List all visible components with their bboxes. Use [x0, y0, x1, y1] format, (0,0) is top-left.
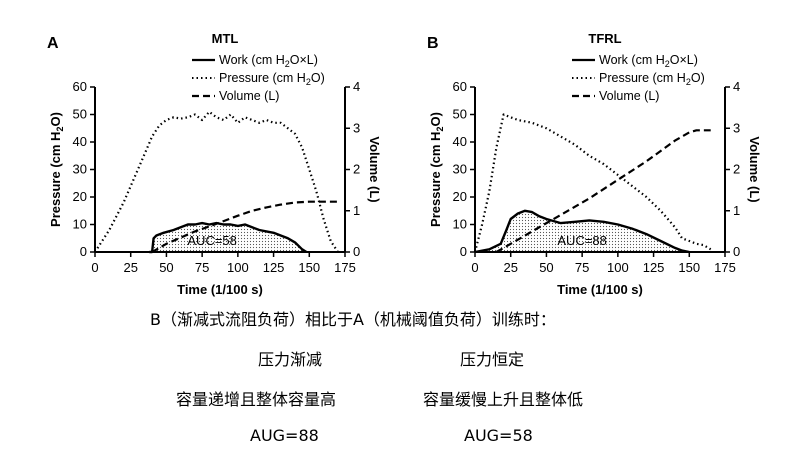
x-tick-label: 25	[503, 260, 517, 275]
panel-letter: B	[427, 35, 439, 52]
chart-panel-mtl: A MTL Work (cm H2O×L) Pressure (cm H2O) Volu…	[0, 0, 380, 305]
y-right-tick-label: 1	[733, 203, 740, 218]
auc-annotation: AUC=58	[187, 233, 237, 248]
y-left-tick-label: 40	[453, 134, 467, 149]
summary-row1-right: 压力恒定	[460, 350, 525, 369]
chart-panel-tfrl: B TFRL Work (cm H2O×L) Pressure (cm H2O) Vol…	[380, 0, 760, 305]
y-right-tick-label: 1	[353, 203, 360, 218]
y-left-tick-label: 60	[73, 79, 87, 94]
legend-label: Work (cm H2O×L)	[219, 53, 318, 69]
summary-row3-right: AUG=58	[464, 426, 533, 445]
work-line	[149, 221, 308, 254]
y-right-tick-label: 3	[353, 120, 360, 135]
y-left-tick-label: 0	[80, 244, 87, 259]
work-area-fill	[149, 223, 307, 252]
chart-svg-mtl: A MTL Work (cm H2O×L) Pressure (cm H2O) Volu…	[47, 31, 380, 297]
x-tick-label: 150	[298, 260, 320, 275]
x-tick-label: 100	[227, 260, 249, 275]
x-tick-label: 75	[575, 260, 589, 275]
y-right-tick-label: 3	[733, 120, 740, 135]
x-tick-label: 0	[471, 260, 478, 275]
y-left-tick-label: 40	[73, 134, 87, 149]
work-area-fill	[475, 210, 690, 252]
y-right-tick-label: 0	[733, 244, 740, 259]
summary-row2-left: 容量递增且整体容量高	[176, 390, 337, 409]
y-right-tick-label: 4	[353, 79, 360, 94]
pressure-line	[473, 113, 712, 253]
y-left-tick-label: 20	[453, 189, 467, 204]
legend-label: Pressure (cm H2O)	[599, 71, 705, 87]
x-tick-label: 50	[159, 260, 173, 275]
y-left-tick-label: 0	[460, 244, 467, 259]
x-tick-label: 50	[539, 260, 553, 275]
x-tick-label: 125	[263, 260, 285, 275]
summary-row3-left: AUG=88	[250, 426, 319, 445]
chart-svg-tfrl: B TFRL Work (cm H2O×L) Pressure (cm H2O) Vol…	[427, 31, 760, 297]
panel-letter: A	[47, 35, 59, 52]
y-axis-left-label: Pressure (cm H2O)	[428, 112, 445, 227]
volume-line	[495, 129, 711, 253]
x-axis-label: Time (1/100 s)	[557, 282, 643, 297]
y-axis-right-label: Volume (L)	[367, 136, 380, 202]
chart-title: MTL	[212, 31, 239, 46]
volume-line	[151, 200, 338, 253]
y-left-tick-label: 50	[73, 107, 87, 122]
legend-label: Pressure (cm H2O)	[219, 71, 325, 87]
x-tick-label: 75	[195, 260, 209, 275]
y-right-tick-label: 2	[353, 162, 360, 177]
summary-row2-right: 容量缓慢上升且整体低	[423, 390, 584, 409]
x-tick-label: 175	[714, 260, 736, 275]
y-right-tick-label: 0	[353, 244, 360, 259]
summary-row1-left: 压力渐减	[258, 350, 323, 369]
y-left-tick-label: 10	[453, 217, 467, 232]
x-tick-label: 150	[678, 260, 700, 275]
y-left-tick-label: 30	[453, 162, 467, 177]
y-right-tick-label: 2	[733, 162, 740, 177]
x-tick-label: 0	[91, 260, 98, 275]
work-line	[474, 209, 690, 254]
y-right-tick-label: 4	[733, 79, 740, 94]
x-tick-label: 100	[607, 260, 629, 275]
legend-label: Volume (L)	[599, 89, 659, 103]
x-tick-label: 175	[334, 260, 356, 275]
auc-annotation: AUC=88	[557, 233, 607, 248]
y-left-tick-label: 20	[73, 189, 87, 204]
legend-label: Work (cm H2O×L)	[599, 53, 698, 69]
x-axis-label: Time (1/100 s)	[177, 282, 263, 297]
chart-title: TFRL	[588, 31, 621, 46]
legend-label: Volume (L)	[219, 89, 279, 103]
y-left-tick-label: 10	[73, 217, 87, 232]
y-left-tick-label: 30	[73, 162, 87, 177]
y-axis-right-label: Volume (L)	[747, 136, 760, 202]
x-tick-label: 125	[643, 260, 665, 275]
x-tick-label: 25	[123, 260, 137, 275]
y-left-tick-label: 60	[453, 79, 467, 94]
y-axis-left-label: Pressure (cm H2O)	[48, 112, 65, 227]
y-left-tick-label: 50	[453, 107, 467, 122]
summary-heading: B（渐减式流阻负荷）相比于A（机械阈值负荷）训练时：	[150, 310, 556, 329]
